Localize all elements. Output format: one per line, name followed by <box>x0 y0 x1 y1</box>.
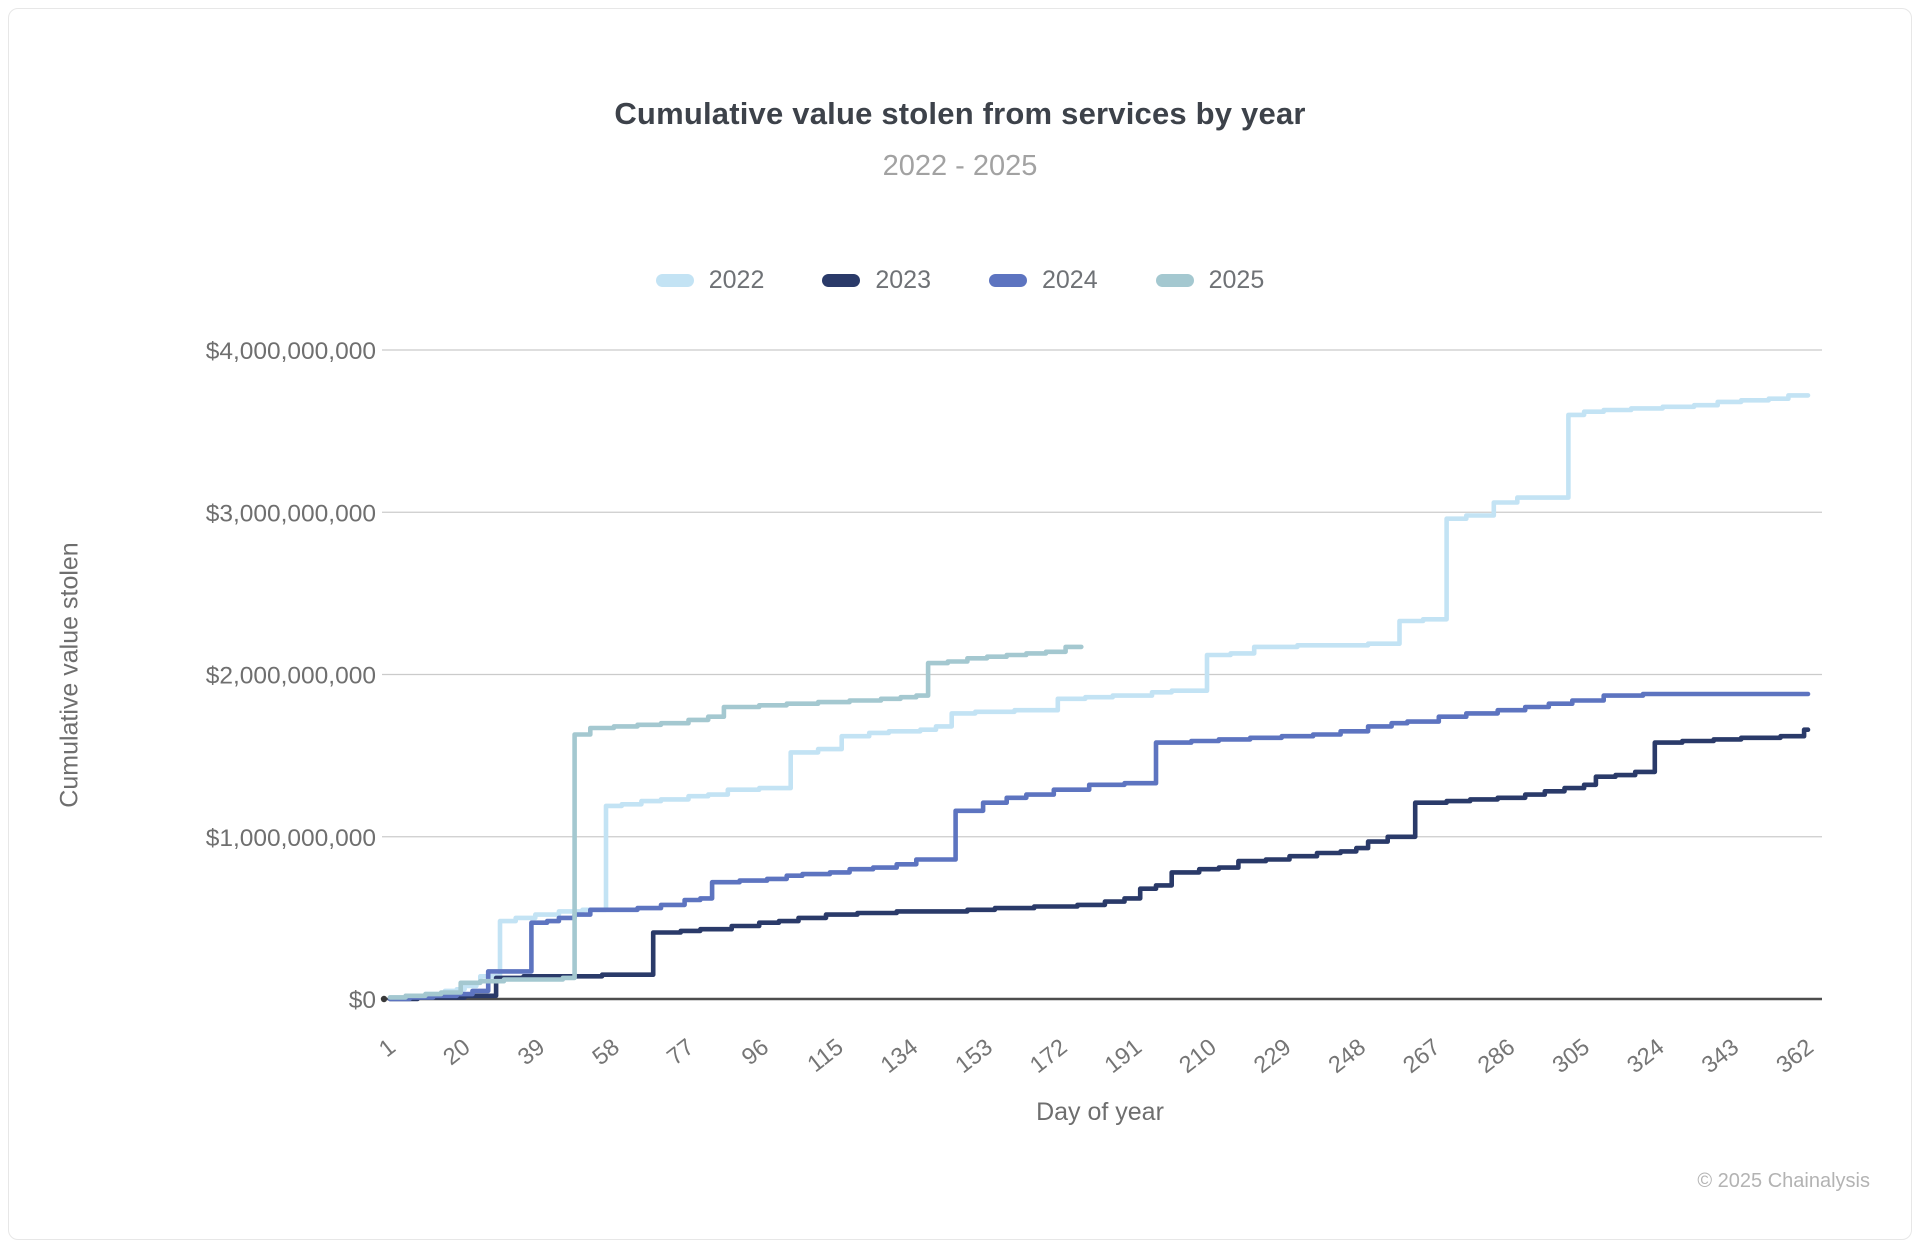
y-tick-label: $1,000,000,000 <box>206 825 376 852</box>
x-tick-label: 229 <box>1249 1033 1296 1078</box>
x-tick-label: 343 <box>1697 1033 1744 1078</box>
origin-dot <box>380 995 388 1003</box>
x-tick-label: 324 <box>1622 1033 1669 1078</box>
chart-subtitle: 2022 - 2025 <box>882 150 1038 182</box>
copyright-note: © 2025 Chainalysis <box>1697 1170 1870 1192</box>
x-tick-label: 248 <box>1323 1033 1370 1078</box>
legend-item-2023: 2023 <box>822 266 931 295</box>
x-tick-label: 172 <box>1025 1033 1072 1078</box>
y-tick-label: $3,000,000,000 <box>206 500 376 527</box>
legend-item-2024: 2024 <box>989 266 1098 295</box>
legend-label: 2025 <box>1208 266 1265 294</box>
x-tick-label: 1 <box>374 1033 400 1062</box>
y-tick-label: $0 <box>349 987 376 1014</box>
legend-label: 2022 <box>708 266 765 294</box>
series-line-2024 <box>387 691 1811 1002</box>
legend-swatch-2022 <box>655 274 694 287</box>
y-axis-title: Cumulative value stolen <box>55 542 84 808</box>
x-tick-label: 39 <box>513 1033 550 1070</box>
x-tick-label: 77 <box>662 1033 699 1070</box>
series-line-2023 <box>387 727 1811 1002</box>
legend-label: 2023 <box>875 266 931 294</box>
legend-label: 2024 <box>1042 266 1098 294</box>
legend-swatch-2023 <box>822 274 861 287</box>
series-line-2025 <box>387 644 1084 1000</box>
x-tick-label: 58 <box>587 1033 624 1070</box>
chart-title: Cumulative value stolen from services by… <box>614 96 1306 131</box>
x-tick-label: 20 <box>438 1033 475 1070</box>
x-tick-label: 153 <box>950 1033 997 1078</box>
x-axis-title: Day of year <box>1036 1098 1164 1126</box>
x-tick-label: 115 <box>802 1033 848 1077</box>
x-tick-label: 96 <box>737 1033 774 1070</box>
figure-card <box>8 8 1912 1240</box>
chart-legend: 2022 2023 2024 2025 <box>0 266 1920 295</box>
x-tick-label: 286 <box>1473 1033 1520 1078</box>
y-tick-label: $4,000,000,000 <box>206 338 376 365</box>
y-tick-label: $2,000,000,000 <box>206 663 376 690</box>
legend-item-2025: 2025 <box>1155 266 1265 295</box>
legend-swatch-2024 <box>989 274 1027 287</box>
x-tick-label: 267 <box>1398 1033 1445 1078</box>
x-tick-label: 362 <box>1771 1033 1818 1078</box>
series-line-2022 <box>387 393 1811 1000</box>
x-tick-label: 191 <box>1099 1033 1146 1078</box>
x-tick-label: 210 <box>1174 1033 1221 1078</box>
legend-item-2022: 2022 <box>655 266 765 295</box>
x-tick-label: 305 <box>1547 1033 1594 1078</box>
x-tick-label: 134 <box>876 1033 923 1078</box>
legend-swatch-2025 <box>1155 274 1194 287</box>
